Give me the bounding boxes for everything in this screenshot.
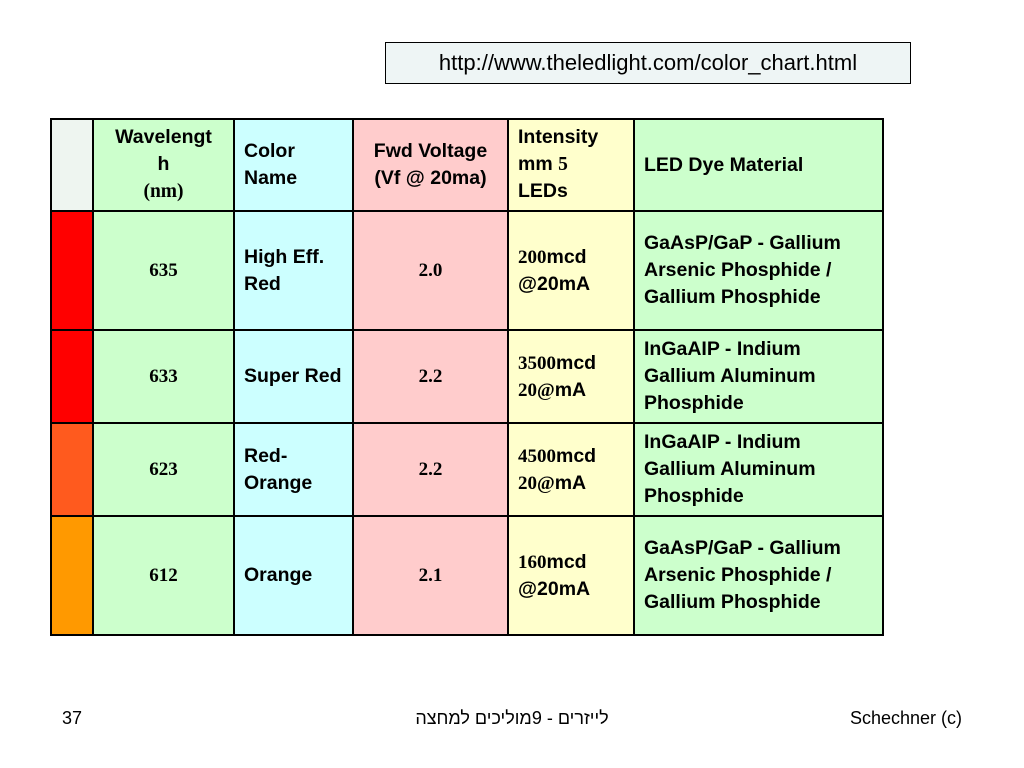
intensity-header-line3: LEDs [518,180,568,202]
fwd-voltage-header-line2: (Vf @ 20ma) [374,167,487,189]
wavelength-value: 623 [149,459,178,480]
voltage-cell: 2.0 [352,210,509,331]
intensity-line1: 4500mcd [518,443,624,470]
table-row: 612 Orange 2.1 160mcd @20mA GaAsP/GaP - … [50,515,884,636]
intensity-line2-unit: mA [554,471,587,494]
swatch-header-cell [50,118,94,212]
table-row: 635 High Eff. Red 2.0 200mcd @20mA GaAsP… [50,210,884,331]
intensity-line1: 3500mcd [518,350,624,377]
wavelength-cell: 623 [92,422,235,517]
intensity-cell: 200mcd @20mA [507,210,635,331]
intensity-line2: @20mA [518,272,591,295]
voltage-cell: 2.2 [352,422,509,517]
intensity-cell: 4500mcd 20@mA [507,422,635,517]
color-name-cell: Super Red [233,329,354,424]
intensity-value: 4500 [518,445,556,467]
intensity-value: 160 [518,551,547,573]
intensity-line2: @20mA [518,577,591,600]
voltage-value: 2.0 [418,260,443,281]
intensity-header-mm: mm [518,153,559,175]
wavelength-cell: 635 [92,210,235,331]
color-name-header-line2: Name [244,167,298,189]
wavelength-header-line2: h [157,153,170,175]
fwd-voltage-header-line1: Fwd Voltage [373,140,488,162]
table-row: 623 Red-Orange 2.2 4500mcd 20@mA InGaAIP… [50,422,884,517]
intensity-unit: mcd [546,245,587,268]
source-url: http://www.theledlight.com/color_chart.h… [438,50,858,75]
table-header-row: Wavelengt h (nm) Color Name Fwd Voltage … [50,118,884,212]
voltage-cell: 2.1 [352,515,509,636]
intensity-header-line2: mm 5 [518,151,624,178]
color-name-header: Color Name [233,118,354,212]
color-swatch [50,422,94,517]
page-number: 37 [62,708,83,728]
intensity-header-count: 5 [558,154,568,175]
wavelength-cell: 633 [92,329,235,424]
intensity-header-line1: Intensity [518,126,599,148]
color-name-header-line1: Color [244,140,295,162]
intensity-line1: 160mcd [518,549,624,576]
color-name-cell: High Eff. Red [233,210,354,331]
footer-copyright: Schechner (c) [849,708,962,728]
color-swatch [50,329,94,424]
color-swatch [50,210,94,331]
dye-cell: GaAsP/GaP - Gallium Arsenic Phosphide / … [633,515,884,636]
intensity-line2-num: 20@ [518,379,555,401]
intensity-header: Intensity mm 5 LEDs [507,118,635,212]
intensity-line2: 20@mA [518,470,624,497]
intensity-value: 200 [518,246,547,268]
voltage-value: 2.1 [418,565,443,586]
fwd-voltage-header: Fwd Voltage (Vf @ 20ma) [352,118,509,212]
voltage-value: 2.2 [418,459,443,480]
intensity-value: 3500 [518,352,556,374]
table-row: 633 Super Red 2.2 3500mcd 20@mA InGaAIP … [50,329,884,424]
wavelength-header: Wavelengt h (nm) [92,118,235,212]
intensity-unit: mcd [556,444,597,467]
wavelength-header-line1: Wavelengt [115,126,212,148]
intensity-line2-unit: mA [554,378,587,401]
wavelength-value: 633 [149,366,178,387]
wavelength-header-line3: (nm) [103,178,224,205]
color-swatch [50,515,94,636]
intensity-unit: mcd [556,351,597,374]
wavelength-unit: (nm) [143,181,184,202]
dye-cell: InGaAIP - Indium Gallium Aluminum Phosph… [633,329,884,424]
intensity-line2: 20@mA [518,377,624,404]
dye-header: LED Dye Material [633,118,884,212]
dye-cell: InGaAIP - Indium Gallium Aluminum Phosph… [633,422,884,517]
footer-title: לייזרים - 9מוליכים למחצה [415,708,609,728]
voltage-value: 2.2 [418,366,443,387]
dye-cell: GaAsP/GaP - Gallium Arsenic Phosphide / … [633,210,884,331]
wavelength-value: 635 [149,260,178,281]
color-name-cell: Orange [233,515,354,636]
led-color-table: Wavelengt h (nm) Color Name Fwd Voltage … [50,118,884,636]
intensity-cell: 160mcd @20mA [507,515,635,636]
intensity-unit: mcd [546,550,587,573]
intensity-cell: 3500mcd 20@mA [507,329,635,424]
color-name-cell: Red-Orange [233,422,354,517]
intensity-line1: 200mcd [518,244,624,271]
voltage-cell: 2.2 [352,329,509,424]
wavelength-cell: 612 [92,515,235,636]
intensity-line2-num: 20@ [518,472,555,494]
source-url-box: http://www.theledlight.com/color_chart.h… [385,42,911,84]
wavelength-value: 612 [149,565,178,586]
